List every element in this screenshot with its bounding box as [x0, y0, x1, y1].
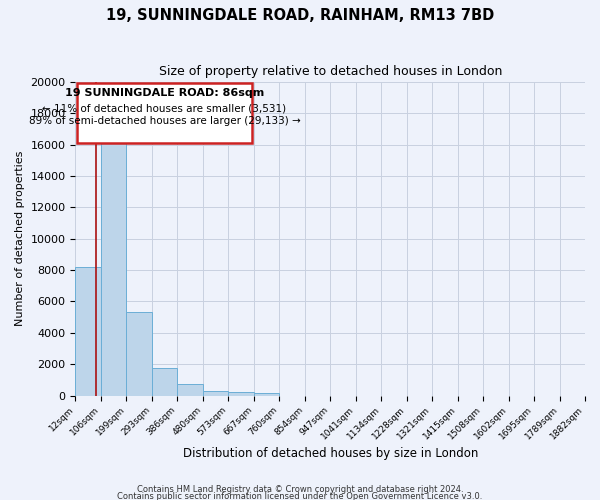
Text: Contains HM Land Registry data © Crown copyright and database right 2024.: Contains HM Land Registry data © Crown c…: [137, 486, 463, 494]
Bar: [76, 267, 101, 396]
Text: ← 11% of detached houses are smaller (3,531): ← 11% of detached houses are smaller (3,…: [43, 103, 286, 113]
Title: Size of property relative to detached houses in London: Size of property relative to detached ho…: [158, 65, 502, 78]
Bar: [228, 392, 254, 396]
Bar: [152, 368, 178, 396]
Text: 19 SUNNINGDALE ROAD: 86sqm: 19 SUNNINGDALE ROAD: 86sqm: [65, 88, 264, 98]
Bar: [127, 312, 152, 396]
Bar: [203, 391, 228, 396]
FancyBboxPatch shape: [77, 82, 252, 143]
Text: Contains public sector information licensed under the Open Government Licence v3: Contains public sector information licen…: [118, 492, 482, 500]
Bar: [101, 137, 127, 396]
Text: 89% of semi-detached houses are larger (29,133) →: 89% of semi-detached houses are larger (…: [29, 116, 300, 126]
Bar: [178, 384, 203, 396]
Bar: [254, 393, 279, 396]
Text: 19, SUNNINGDALE ROAD, RAINHAM, RM13 7BD: 19, SUNNINGDALE ROAD, RAINHAM, RM13 7BD: [106, 8, 494, 22]
X-axis label: Distribution of detached houses by size in London: Distribution of detached houses by size …: [182, 447, 478, 460]
Y-axis label: Number of detached properties: Number of detached properties: [15, 151, 25, 326]
